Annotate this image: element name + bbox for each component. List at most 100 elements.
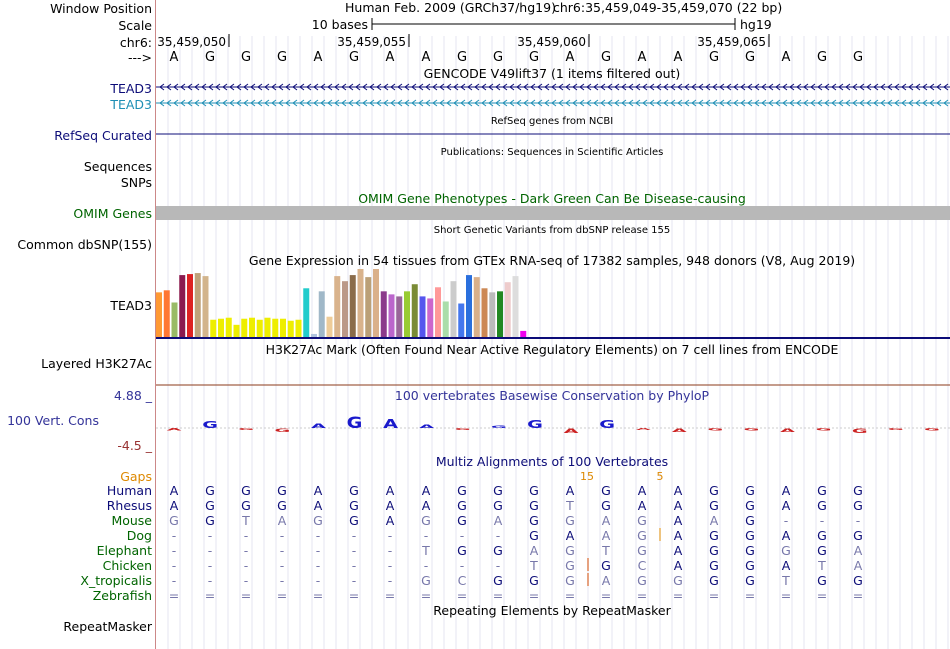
strand-arrow xyxy=(579,83,585,91)
alignment-base: G xyxy=(709,498,719,513)
window-position-label: Window Position xyxy=(50,1,152,16)
common-dbsnp-label[interactable]: Common dbSNP(155) xyxy=(17,237,152,252)
gtex-bar[interactable] xyxy=(342,281,348,337)
cons-letter: A xyxy=(672,428,687,433)
gtex-bar[interactable] xyxy=(334,276,341,337)
species-label-chicken[interactable]: Chicken xyxy=(102,558,152,573)
gtex-bar[interactable] xyxy=(396,296,403,337)
gtex-bar[interactable] xyxy=(497,291,503,337)
gtex-bar[interactable] xyxy=(156,292,162,337)
gtex-bar[interactable] xyxy=(520,330,527,337)
strand-arrow xyxy=(558,83,564,91)
omim-bar[interactable] xyxy=(156,206,950,220)
gtex-bar[interactable] xyxy=(249,317,255,337)
gencode-label-tead3-alt[interactable]: TEAD3 xyxy=(110,97,152,112)
gtex-bar[interactable] xyxy=(435,287,441,337)
omim-genes-label[interactable]: OMIM Genes xyxy=(73,206,152,221)
alignment-base: - xyxy=(208,573,213,588)
gtex-bar[interactable] xyxy=(357,269,364,337)
gencode-gene-tead3-alt[interactable] xyxy=(156,99,950,107)
gtex-bar[interactable] xyxy=(450,281,457,337)
refseq-curated-label[interactable]: RefSeq Curated xyxy=(54,128,152,143)
alignment-base: - xyxy=(856,513,861,528)
gtex-bar[interactable] xyxy=(380,291,387,337)
gtex-bar[interactable] xyxy=(264,317,271,337)
gtex-bar[interactable] xyxy=(473,277,480,337)
alignment-base: = xyxy=(745,588,755,603)
gtex-bar[interactable] xyxy=(349,275,356,337)
gtex-bar[interactable] xyxy=(404,291,410,337)
repeatmasker-label[interactable]: RepeatMasker xyxy=(63,619,152,634)
species-label-human[interactable]: Human xyxy=(106,483,152,498)
species-label-x_tropicalis[interactable]: X_tropicalis xyxy=(80,573,152,588)
gencode-gene-tead3[interactable] xyxy=(156,83,950,91)
gtex-bar[interactable] xyxy=(365,277,372,337)
species-label-dog[interactable]: Dog xyxy=(126,528,152,543)
strand-arrow xyxy=(775,99,781,107)
gtex-bar[interactable] xyxy=(411,284,418,337)
svg-text:A: A xyxy=(383,416,398,431)
h3k27ac-title: H3K27Ac Mark (Often Found Near Active Re… xyxy=(266,342,839,357)
alignment-base: G xyxy=(241,483,251,498)
gtex-bar[interactable] xyxy=(256,319,263,337)
strand-arrow xyxy=(705,83,711,91)
gtex-bar[interactable] xyxy=(241,318,248,337)
gtex-bar[interactable] xyxy=(388,294,395,337)
gtex-bar[interactable] xyxy=(187,274,193,337)
gtex-bar[interactable] xyxy=(287,320,294,337)
gtex-bar[interactable] xyxy=(210,319,217,337)
gtex-bar[interactable] xyxy=(179,275,186,337)
gtex-bar[interactable] xyxy=(512,276,519,337)
alignment-base: = xyxy=(349,588,359,603)
vert-cons-label[interactable]: 100 Vert. Cons xyxy=(7,413,99,428)
gtex-bar[interactable] xyxy=(489,292,496,337)
species-label-rhesus[interactable]: Rhesus xyxy=(106,498,152,513)
multiz-alignment: A G G G A G A A G G G A G A A G G A G GA G G G A G A A G G G T G A A G G A G G… xyxy=(169,483,863,603)
strand-arrow xyxy=(369,99,375,107)
alignment-base: A xyxy=(422,498,431,513)
gtex-bar[interactable] xyxy=(419,296,426,337)
sequences-label[interactable]: Sequences xyxy=(83,159,152,174)
snps-label[interactable]: SNPs xyxy=(120,175,152,190)
ruler-ticks: 35,459,050 35,459,055 35,459,060 35,459,065 xyxy=(157,34,770,49)
species-label-elephant[interactable]: Elephant xyxy=(96,543,152,558)
gtex-bar[interactable] xyxy=(373,269,379,337)
gtex-bar[interactable] xyxy=(481,288,488,337)
svg-text:G: G xyxy=(238,428,254,431)
gtex-bar[interactable] xyxy=(318,291,325,337)
gtex-bar[interactable] xyxy=(295,319,302,337)
label-divider xyxy=(155,0,156,649)
strand-arrow xyxy=(796,99,802,107)
gtex-bar[interactable] xyxy=(272,318,279,337)
gtex-bar[interactable] xyxy=(466,275,472,337)
gtex-bar[interactable] xyxy=(233,324,240,337)
strand-arrow xyxy=(824,83,830,91)
base-letter: G xyxy=(241,50,251,65)
gtex-bar[interactable] xyxy=(326,316,333,337)
gtex-bar[interactable] xyxy=(218,318,224,337)
alignment-base: G xyxy=(709,528,719,543)
gtex-bar[interactable] xyxy=(442,301,449,337)
gtex-bar[interactable] xyxy=(504,282,511,337)
gtex-bar[interactable] xyxy=(225,317,232,337)
gtex-bar[interactable] xyxy=(280,318,286,337)
gtex-bar[interactable] xyxy=(202,276,209,337)
layered-h3k27ac-label[interactable]: Layered H3K27Ac xyxy=(41,356,152,371)
strand-arrow xyxy=(439,99,445,107)
species-label-zebrafish[interactable]: Zebrafish xyxy=(92,588,152,603)
position-range[interactable]: chr6:35,459,049-35,459,070 (22 bp) xyxy=(553,0,782,15)
gtex-bar[interactable] xyxy=(427,298,434,337)
gtex-bar[interactable] xyxy=(303,288,310,337)
strand-arrow xyxy=(278,83,284,91)
species-label-mouse[interactable]: Mouse xyxy=(111,513,152,528)
gtex-bar[interactable] xyxy=(458,303,465,337)
gtex-tead3-label[interactable]: TEAD3 xyxy=(110,298,152,313)
gtex-bar[interactable] xyxy=(194,273,201,337)
gtex-bar[interactable] xyxy=(311,333,317,337)
gtex-bar[interactable] xyxy=(163,290,170,337)
gtex-bar[interactable] xyxy=(171,302,178,337)
svg-text:A: A xyxy=(672,428,687,433)
gencode-label-tead3[interactable]: TEAD3 xyxy=(110,81,152,96)
